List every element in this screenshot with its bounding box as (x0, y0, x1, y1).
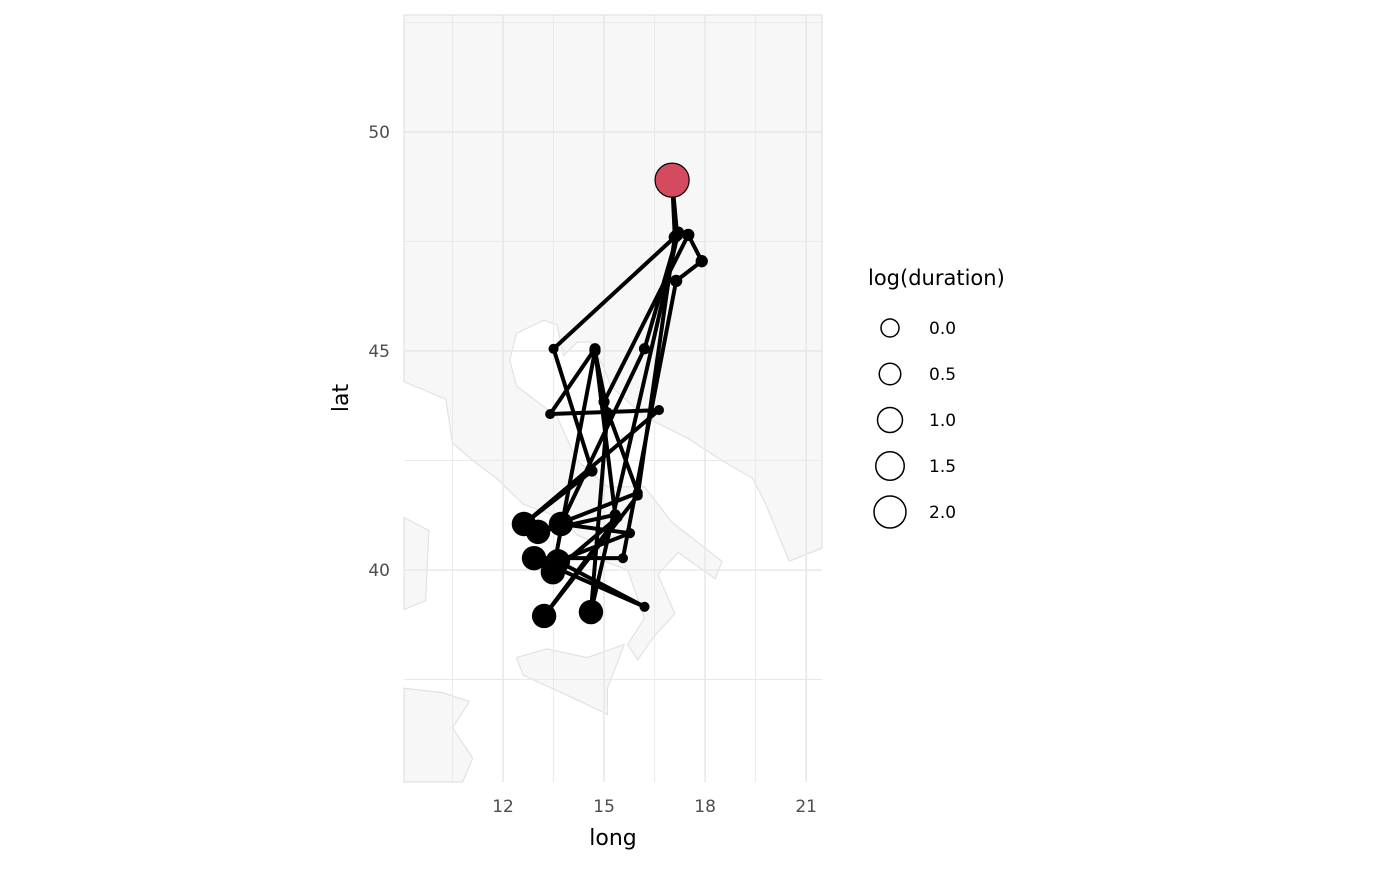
track-point (589, 345, 601, 357)
track-point (548, 343, 559, 354)
track-segment (551, 346, 594, 473)
y-axis-title: lat (329, 384, 354, 413)
x-axis-title: long (589, 826, 636, 851)
legend-label: 1.5 (929, 457, 956, 477)
track-point (548, 511, 574, 537)
legend-label: 0.5 (929, 365, 956, 385)
legend-label: 0.0 (929, 319, 956, 339)
land-sardinia (403, 516, 430, 611)
track-point (531, 603, 557, 629)
track-segment (635, 235, 677, 498)
track-point (670, 274, 683, 288)
x-tick-label: 15 (593, 797, 615, 817)
track-point (612, 512, 623, 523)
legend-label: 2.0 (929, 503, 956, 523)
x-axis-ticks: 12 15 18 21 (492, 797, 817, 817)
y-tick-label: 50 (368, 123, 390, 143)
track-point (540, 559, 566, 585)
x-tick-label: 12 (492, 797, 514, 817)
y-tick-label: 40 (368, 561, 390, 581)
land-europe-mainland (403, 14, 823, 661)
track-point (586, 465, 598, 477)
track-point (598, 396, 610, 408)
track-segment (551, 232, 680, 351)
track-segment (588, 410, 610, 615)
track-points (511, 162, 708, 629)
grid-lines (404, 15, 822, 782)
track-point (525, 519, 551, 545)
track-segment (555, 559, 647, 609)
land-africa (403, 687, 474, 783)
track-point (632, 490, 643, 501)
x-tick-label: 21 (795, 797, 817, 817)
track-point (578, 599, 604, 625)
track-point (617, 553, 628, 564)
track-point (682, 228, 695, 242)
track-segment (588, 230, 681, 615)
y-axis-ticks: 40 45 50 (368, 123, 390, 581)
track-point (624, 528, 636, 539)
legend-key-circle (876, 406, 904, 434)
legend-title: log(duration) (868, 266, 1005, 290)
y-tick-label: 45 (368, 342, 390, 362)
track-segment (548, 346, 597, 417)
track-point (653, 405, 665, 416)
legend-key-circle (873, 495, 907, 529)
track-point (639, 601, 650, 612)
track-point (521, 545, 547, 571)
legend-key-circle (878, 362, 902, 386)
legend-label: 1.0 (929, 411, 956, 431)
x-tick-label: 18 (694, 797, 716, 817)
legend-key-circle (875, 451, 905, 481)
track-point (545, 409, 556, 420)
track-point (638, 343, 651, 355)
track-segment (602, 232, 691, 404)
track-point (668, 230, 681, 244)
size-legend: log(duration) 0.0 0.5 1.0 1.5 2.0 (868, 266, 1005, 529)
legend-key-circle (880, 318, 900, 338)
track-segment (558, 346, 647, 526)
track-point (695, 255, 708, 268)
land-layer (403, 14, 823, 783)
track-segment (602, 399, 640, 495)
highlight-point (654, 162, 690, 198)
track-point (602, 407, 613, 418)
